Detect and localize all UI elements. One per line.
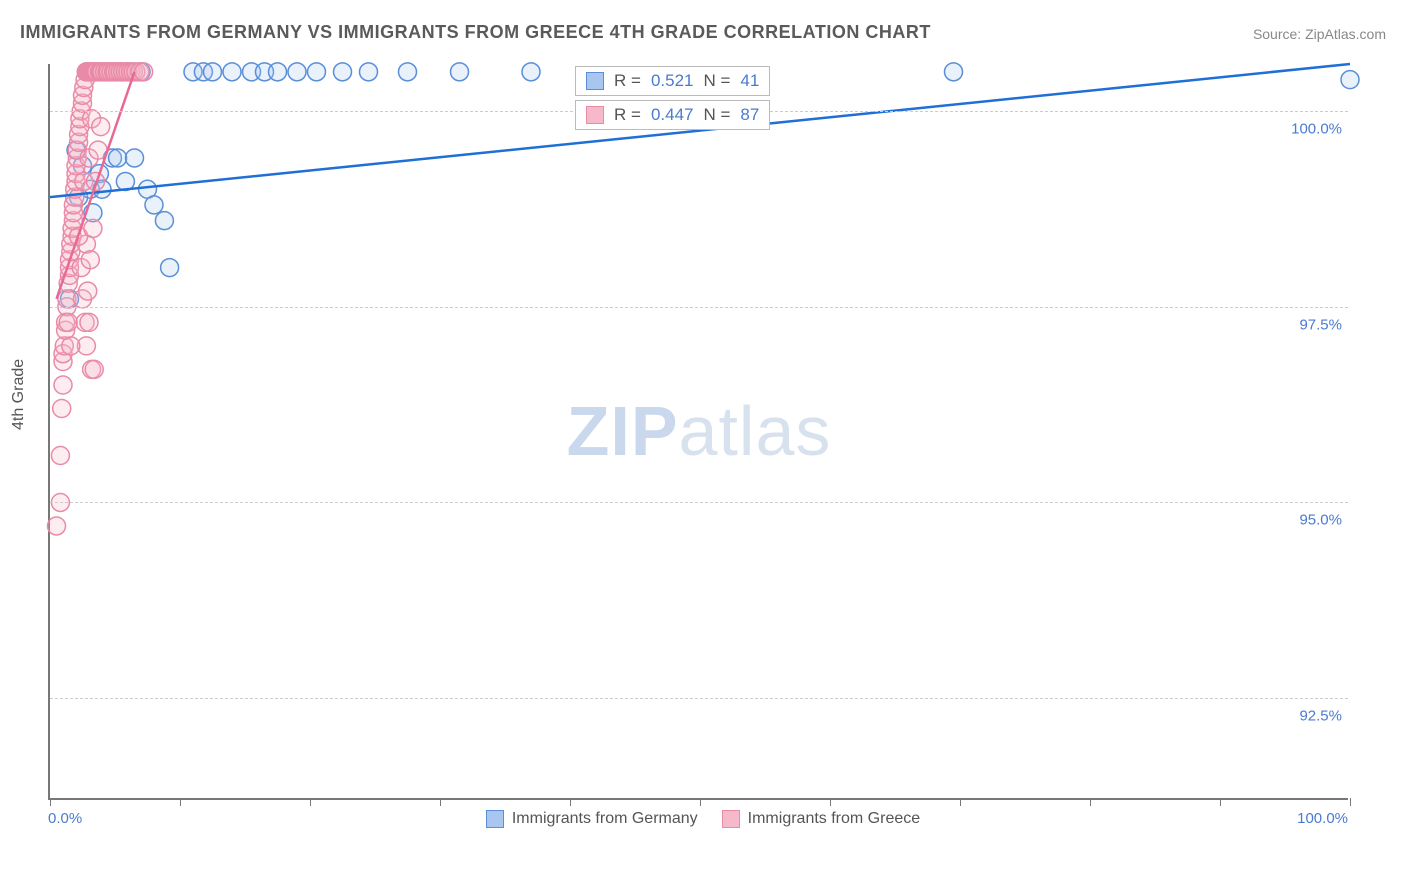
x-tick bbox=[50, 798, 51, 806]
scatter-point bbox=[62, 337, 80, 355]
x-tick bbox=[830, 798, 831, 806]
legend-item: Immigrants from Germany bbox=[486, 810, 698, 828]
scatter-point bbox=[308, 63, 326, 81]
scatter-point bbox=[59, 313, 77, 331]
scatter-point bbox=[81, 251, 99, 269]
scatter-point bbox=[85, 360, 103, 378]
source-attribution: Source: ZipAtlas.com bbox=[1253, 26, 1386, 42]
scatter-point bbox=[84, 219, 102, 237]
scatter-point bbox=[399, 63, 417, 81]
legend-swatch bbox=[486, 810, 504, 828]
n-value: 87 bbox=[740, 105, 759, 125]
scatter-point bbox=[161, 259, 179, 277]
y-tick-label: 100.0% bbox=[1287, 120, 1342, 137]
scatter-point bbox=[48, 517, 66, 535]
legend-swatch bbox=[586, 106, 604, 124]
y-tick-label: 95.0% bbox=[1287, 512, 1342, 529]
scatter-point bbox=[79, 282, 97, 300]
scatter-point bbox=[109, 149, 127, 167]
y-tick-label: 92.5% bbox=[1287, 708, 1342, 725]
scatter-point bbox=[223, 63, 241, 81]
y-axis-label: 4th Grade bbox=[10, 359, 28, 430]
x-tick bbox=[180, 798, 181, 806]
r-label: R = bbox=[614, 71, 641, 91]
x-tick bbox=[700, 798, 701, 806]
scatter-point bbox=[451, 63, 469, 81]
scatter-svg bbox=[50, 64, 1348, 798]
gridline-h bbox=[50, 698, 1348, 699]
scatter-point bbox=[360, 63, 378, 81]
scatter-point bbox=[204, 63, 222, 81]
legend-item: Immigrants from Greece bbox=[722, 810, 920, 828]
scatter-point bbox=[51, 446, 69, 464]
scatter-point bbox=[334, 63, 352, 81]
scatter-point bbox=[1341, 71, 1359, 89]
x-tick bbox=[310, 798, 311, 806]
scatter-point bbox=[54, 376, 72, 394]
scatter-point bbox=[80, 313, 98, 331]
gridline-h bbox=[50, 307, 1348, 308]
scatter-point bbox=[945, 63, 963, 81]
scatter-point bbox=[522, 63, 540, 81]
r-label: R = bbox=[614, 105, 641, 125]
x-tick bbox=[570, 798, 571, 806]
scatter-point bbox=[92, 118, 110, 136]
scatter-point bbox=[155, 212, 173, 230]
x-tick bbox=[1350, 798, 1351, 806]
n-value: 41 bbox=[740, 71, 759, 91]
legend-label: Immigrants from Greece bbox=[748, 810, 920, 828]
legend-swatch bbox=[586, 72, 604, 90]
r-value: 0.447 bbox=[651, 105, 694, 125]
legend-swatch bbox=[722, 810, 740, 828]
y-tick-label: 97.5% bbox=[1287, 316, 1342, 333]
scatter-point bbox=[135, 63, 153, 81]
scatter-point bbox=[126, 149, 144, 167]
correlation-box: R = 0.521 N = 41 bbox=[575, 66, 770, 96]
chart-plot-area: ZIPatlas 92.5%95.0%97.5%100.0%R =0.521N … bbox=[48, 64, 1348, 800]
scatter-point bbox=[288, 63, 306, 81]
x-tick bbox=[440, 798, 441, 806]
legend-label: Immigrants from Germany bbox=[512, 810, 698, 828]
chart-title: IMMIGRANTS FROM GERMANY VS IMMIGRANTS FR… bbox=[20, 22, 931, 43]
x-tick bbox=[1220, 798, 1221, 806]
scatter-point bbox=[53, 400, 71, 418]
gridline-h bbox=[50, 502, 1348, 503]
n-label: N = bbox=[703, 71, 730, 91]
correlation-box: R = 0.447 N = 87 bbox=[575, 100, 770, 130]
r-value: 0.521 bbox=[651, 71, 694, 91]
x-tick bbox=[960, 798, 961, 806]
scatter-point bbox=[145, 196, 163, 214]
scatter-point bbox=[269, 63, 287, 81]
legend-bottom: Immigrants from Germany Immigrants from G… bbox=[0, 810, 1406, 833]
x-tick bbox=[1090, 798, 1091, 806]
n-label: N = bbox=[703, 105, 730, 125]
